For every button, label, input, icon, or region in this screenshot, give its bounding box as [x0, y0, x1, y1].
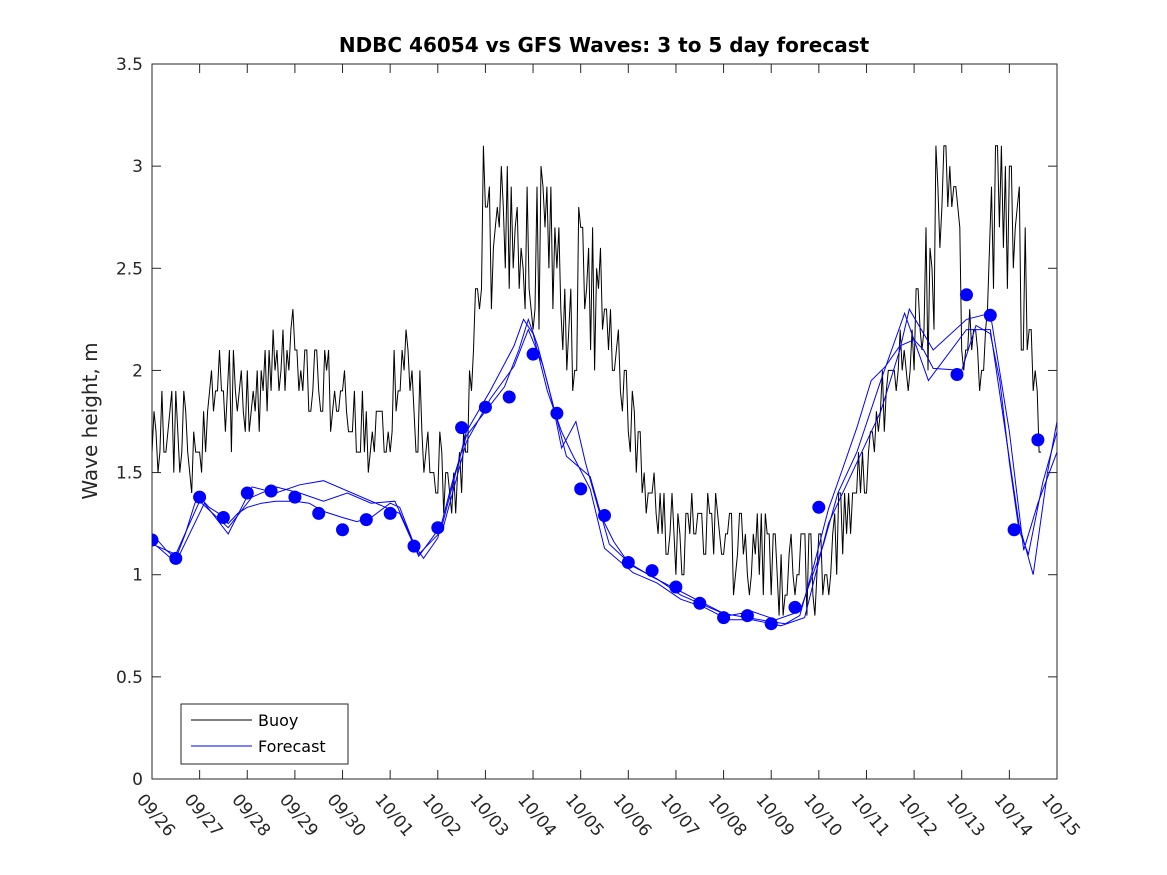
- forecast-marker: [383, 506, 397, 520]
- y-tick-label: 1: [132, 566, 143, 586]
- forecast-marker: [1031, 433, 1045, 447]
- plot-area: [151, 63, 1058, 780]
- forecast-marker: [431, 521, 445, 535]
- y-tick-label: 2: [132, 361, 143, 381]
- forecast-marker: [288, 490, 302, 504]
- forecast-marker: [478, 400, 492, 414]
- y-tick-label: 0: [132, 770, 143, 790]
- y-tick-label: 3: [132, 157, 143, 177]
- forecast-marker: [169, 551, 183, 565]
- forecast-marker: [216, 511, 230, 524]
- forecast-marker: [621, 556, 635, 569]
- forecast-marker: [645, 564, 659, 578]
- y-tick-label: 0.5: [116, 668, 143, 688]
- y-tick-label: 3.5: [116, 55, 143, 75]
- forecast-ensemble-line-1: [152, 317, 1057, 625]
- y-tick-label: 2.5: [116, 259, 143, 279]
- forecast-marker: [359, 513, 373, 527]
- forecast-marker: [812, 500, 826, 514]
- forecast-marker: [669, 580, 683, 594]
- y-tick-label: 1.5: [116, 464, 143, 484]
- legend: Buoy Forecast: [180, 703, 349, 765]
- forecast-marker: [764, 617, 778, 631]
- forecast-marker: [550, 406, 564, 420]
- forecast-marker: [1007, 523, 1021, 537]
- legend-buoy-label: Buoy: [258, 711, 298, 730]
- forecast-marker: [455, 421, 469, 435]
- forecast-marker: [336, 523, 349, 537]
- forecast-marker: [950, 368, 964, 381]
- axis-ticks: [151, 63, 1058, 780]
- forecast-marker: [717, 611, 731, 625]
- chart-title: NDBC 46054 vs GFS Waves: 3 to 5 day fore…: [339, 33, 870, 57]
- forecast-marker: [740, 609, 754, 623]
- series-layer: [152, 145, 1057, 631]
- forecast-marker: [240, 486, 254, 500]
- forecast-marker: [960, 288, 973, 302]
- forecast-marker: [526, 347, 540, 361]
- forecast-marker: [574, 482, 588, 496]
- forecast-ensemble-line-3: [156, 307, 1057, 627]
- forecast-marker: [312, 506, 326, 520]
- forecast-marker: [788, 600, 802, 614]
- legend-box: [180, 703, 349, 765]
- forecast-marker: [193, 490, 207, 504]
- forecast-marker: [502, 390, 516, 404]
- forecast-marker: [152, 533, 159, 547]
- forecast-ensemble-line-2: [152, 311, 1057, 621]
- forecast-marker: [264, 484, 278, 498]
- legend-forecast-label: Forecast: [258, 737, 326, 756]
- y-axis-label: Wave height, m: [78, 342, 102, 499]
- forecast-marker: [693, 596, 707, 610]
- forecast-marker: [983, 308, 997, 322]
- forecast-marker: [598, 509, 611, 522]
- forecast-marker: [407, 539, 421, 553]
